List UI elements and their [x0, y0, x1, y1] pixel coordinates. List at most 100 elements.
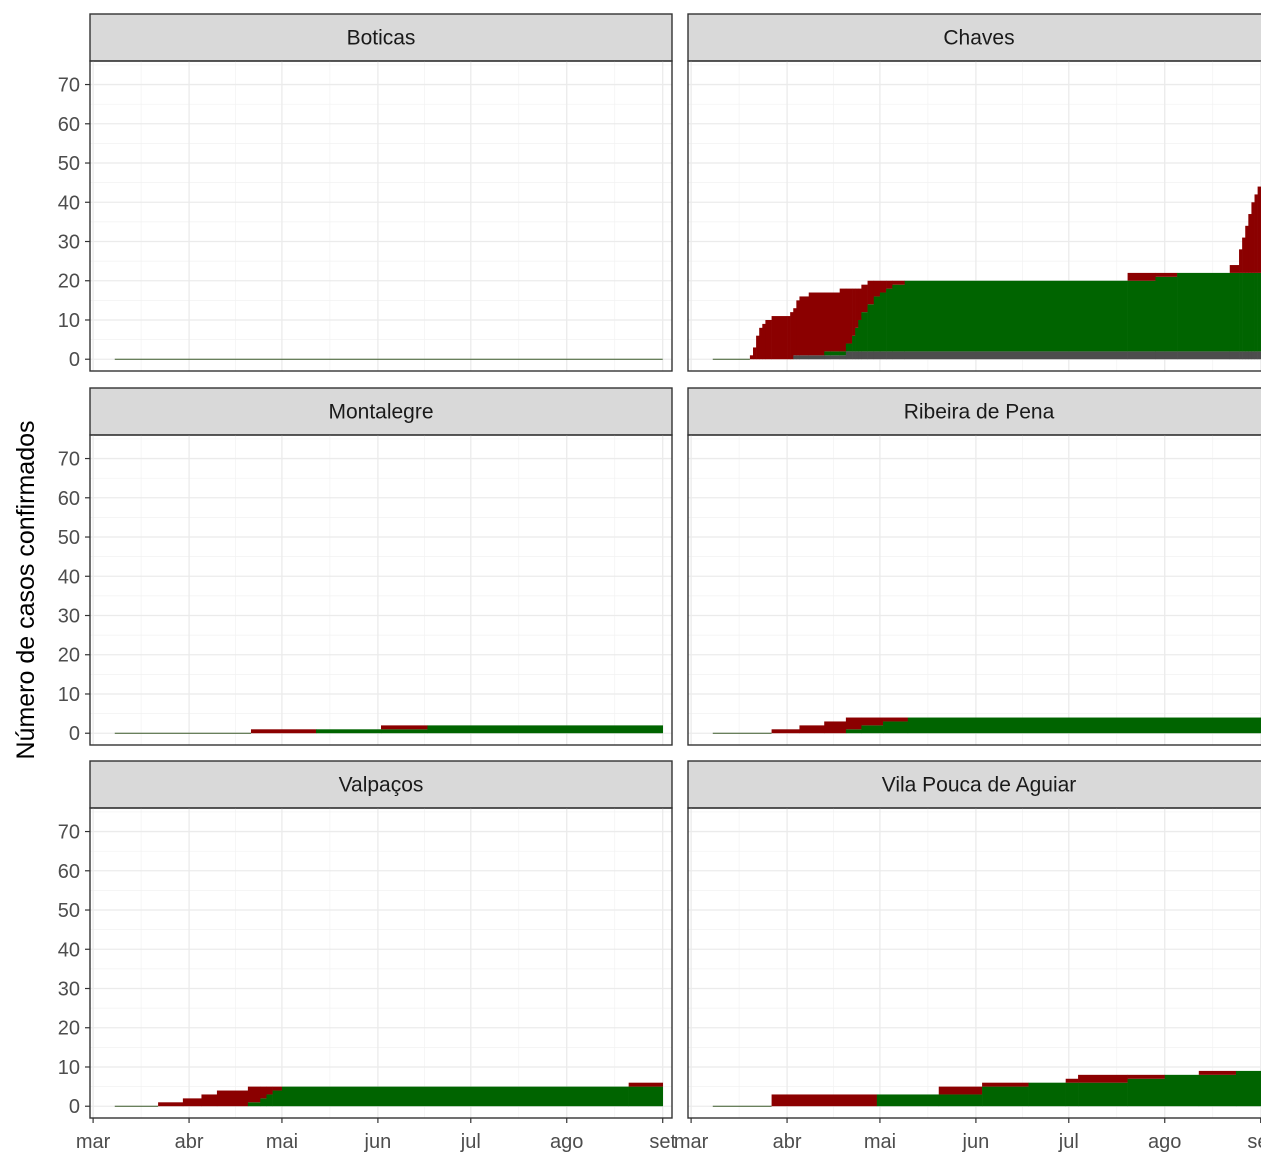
x-tick-label: set — [1247, 1131, 1261, 1153]
bar-recovered — [845, 729, 862, 734]
bar-active — [1251, 202, 1255, 273]
facet-strip — [89, 387, 673, 436]
bar-active — [808, 292, 825, 356]
bar-recovered — [839, 351, 847, 356]
bar-recovered — [315, 729, 382, 734]
bar-recovered — [1155, 276, 1178, 352]
bar-deaths — [1251, 351, 1255, 360]
facet-strip-label: Boticas — [347, 27, 416, 50]
bar-deaths — [808, 355, 825, 360]
facet-panel-boticas: Boticas 0 10 20 30 40 50 60 70 — [58, 13, 673, 372]
y-tick-label: 50 — [58, 527, 80, 549]
bar-active — [759, 327, 763, 360]
bar-recovered — [938, 1094, 983, 1107]
bar-active — [1257, 186, 1261, 273]
y-tick-label: 20 — [58, 271, 80, 293]
bar-active — [799, 725, 825, 734]
y-tick-label: 70 — [58, 75, 80, 97]
bar-recovered — [260, 1098, 267, 1107]
bar-recovered — [381, 729, 428, 734]
bar-active — [266, 1086, 273, 1095]
bar-active — [1155, 272, 1178, 277]
bar-deaths — [845, 351, 853, 360]
bar-active — [753, 347, 757, 360]
y-tick-label: 60 — [58, 488, 80, 510]
bar-recovered — [886, 288, 893, 352]
bar-active — [182, 1098, 202, 1107]
y-tick-label: 40 — [58, 192, 80, 214]
x-tick-label: abr — [773, 1131, 802, 1153]
y-tick-label: 50 — [58, 900, 80, 922]
bar-active — [858, 288, 862, 320]
bar-deaths — [1177, 351, 1231, 360]
bar-recovered — [824, 351, 831, 356]
x-tick-label: jul — [1058, 1131, 1079, 1153]
bar-recovered — [852, 335, 856, 352]
bar-active — [892, 280, 906, 285]
bar-recovered — [628, 1086, 664, 1107]
bar-active — [845, 288, 853, 344]
bar-active — [830, 292, 840, 352]
bar-recovered — [830, 351, 840, 356]
bar-deaths — [886, 351, 893, 360]
y-tick-label: 30 — [58, 606, 80, 628]
bar-recovered — [1254, 272, 1258, 352]
bar-active — [762, 323, 766, 360]
y-tick-label: 20 — [58, 1018, 80, 1040]
bar-deaths — [904, 351, 1128, 360]
bar-active — [852, 288, 856, 336]
bar-active — [839, 288, 847, 352]
bar-recovered — [879, 292, 887, 352]
bar-deaths — [1245, 351, 1249, 360]
facet-panels: Boticas 0 10 20 30 40 50 60 70 Chaves Montalegre 0 1… — [58, 13, 1261, 1153]
y-tick-label: 70 — [58, 822, 80, 844]
bar-active — [765, 319, 772, 360]
bar-deaths — [796, 355, 800, 360]
bar-deaths — [830, 355, 840, 360]
bar-active — [771, 316, 788, 360]
bar-recovered — [861, 725, 884, 734]
x-tick-label: mai — [266, 1131, 298, 1153]
bar-deaths — [852, 351, 856, 360]
facet-strip — [687, 13, 1261, 62]
bar-deaths — [861, 351, 868, 360]
bar-deaths — [892, 351, 906, 360]
bar-active — [861, 717, 884, 726]
bar-active — [867, 280, 875, 305]
bar-deaths — [1127, 351, 1156, 360]
bar-recovered — [1065, 1082, 1079, 1107]
bar-active — [756, 335, 760, 360]
bar-deaths — [1155, 351, 1178, 360]
y-axis-title: Número de casos confirmados — [12, 420, 40, 759]
bar-recovered — [266, 1094, 273, 1107]
y-tick-label: 0 — [69, 349, 80, 371]
x-tick-label: set — [649, 1131, 676, 1153]
bar-recovered — [1245, 272, 1249, 352]
bar-active — [1078, 1074, 1128, 1083]
bar-deaths — [1257, 351, 1261, 360]
x-tick-label: mai — [864, 1131, 896, 1153]
bar-active — [260, 1086, 267, 1099]
bar-active — [749, 355, 754, 360]
facet-strip-label: Vila Pouca de Aguiar — [882, 774, 1077, 797]
bar-deaths — [855, 351, 859, 360]
y-tick-label: 20 — [58, 645, 80, 667]
bar-active — [381, 725, 428, 730]
bar-active — [855, 288, 859, 328]
bar-active — [771, 729, 800, 734]
bar-recovered — [858, 319, 862, 352]
panel-border — [89, 807, 673, 1119]
facet-strip-label: Ribeira de Pena — [904, 401, 1055, 424]
bar-recovered — [1248, 272, 1252, 352]
y-tick-label: 10 — [58, 684, 80, 706]
bar-active — [1248, 214, 1252, 273]
bar-recovered — [1242, 272, 1246, 352]
bar-recovered — [1251, 272, 1255, 352]
bar-active — [1242, 237, 1246, 273]
bar-active — [628, 1082, 664, 1087]
bar-active — [216, 1090, 249, 1107]
x-tick-label: jun — [962, 1131, 990, 1153]
bar-active — [824, 292, 831, 352]
bar-active — [1127, 272, 1156, 281]
